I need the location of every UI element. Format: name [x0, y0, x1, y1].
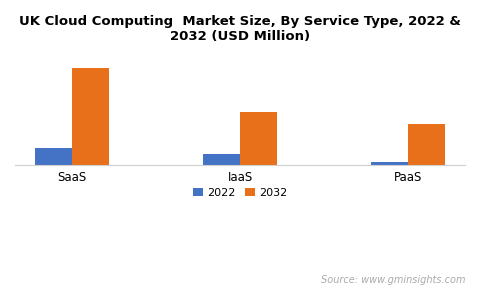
- Bar: [371, 162, 408, 166]
- Bar: [203, 154, 240, 166]
- Title: UK Cloud Computing  Market Size, By Service Type, 2022 &
2032 (USD Million): UK Cloud Computing Market Size, By Servi…: [19, 15, 461, 43]
- Bar: [36, 148, 72, 166]
- Legend: 2022, 2032: 2022, 2032: [188, 183, 292, 202]
- Text: Source: www.gminsights.com: Source: www.gminsights.com: [321, 275, 466, 285]
- Bar: [72, 69, 109, 166]
- Bar: [240, 112, 277, 166]
- Bar: [408, 124, 444, 166]
